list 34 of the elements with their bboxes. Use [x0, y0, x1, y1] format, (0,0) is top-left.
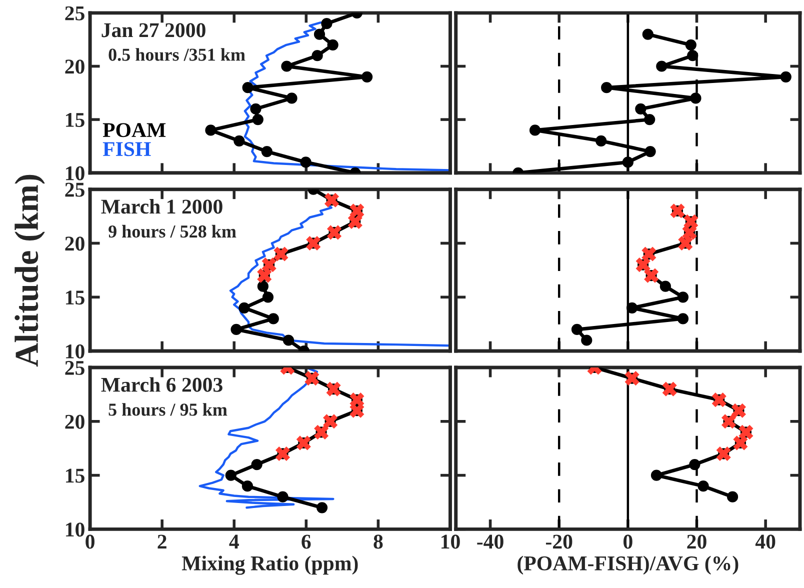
x-tick-label: 2	[158, 534, 166, 549]
y-tick-label: 15	[66, 468, 84, 483]
y-tick-label: 10	[66, 166, 84, 180]
y-tick-label: 25	[65, 6, 84, 20]
text: 0.5 hours /351 km	[108, 48, 246, 61]
y-tick-label: 25	[65, 182, 84, 197]
text: FISH	[102, 142, 151, 156]
x-tick-label: 10	[441, 534, 460, 549]
y-tick-label: 10	[66, 344, 84, 358]
y-tick-label: 15	[66, 113, 84, 127]
x-tick-label: 8	[374, 534, 383, 549]
x-tick-label: 20	[687, 534, 706, 549]
x-tick-label: 4	[229, 534, 239, 549]
y-tick-label: 15	[66, 290, 84, 305]
y-tick-label: 10	[66, 522, 84, 537]
y-tick-label: 25	[65, 360, 84, 375]
x-axis-title: Mixing Ratio (ppm)	[182, 556, 358, 575]
y-axis-title: Altitude (km)	[14, 174, 45, 367]
series-label: POAM	[102, 123, 166, 138]
y-tick-label: 20	[65, 236, 84, 251]
chart-title: March 6 2003	[101, 377, 222, 392]
x-tick-label: 0	[86, 534, 94, 549]
chart-title: March 1 2000	[101, 199, 222, 214]
text: 5 hours / 95 km	[108, 403, 228, 416]
x-tick-label: 6	[302, 534, 311, 549]
x-axis-title: (POAM-FISH)/AVG (%)	[518, 556, 738, 575]
y-tick-label: 20	[65, 414, 84, 429]
x-tick-label: 40	[755, 534, 776, 549]
text: 9 hours / 528 km	[108, 224, 236, 238]
x-tick-label: -20	[546, 534, 572, 549]
x-tick-label: -40	[477, 534, 504, 549]
y-tick-label: 20	[65, 60, 84, 74]
x-tick-label: 0	[624, 534, 632, 549]
chart-title: Jan 27 2000	[102, 23, 206, 38]
